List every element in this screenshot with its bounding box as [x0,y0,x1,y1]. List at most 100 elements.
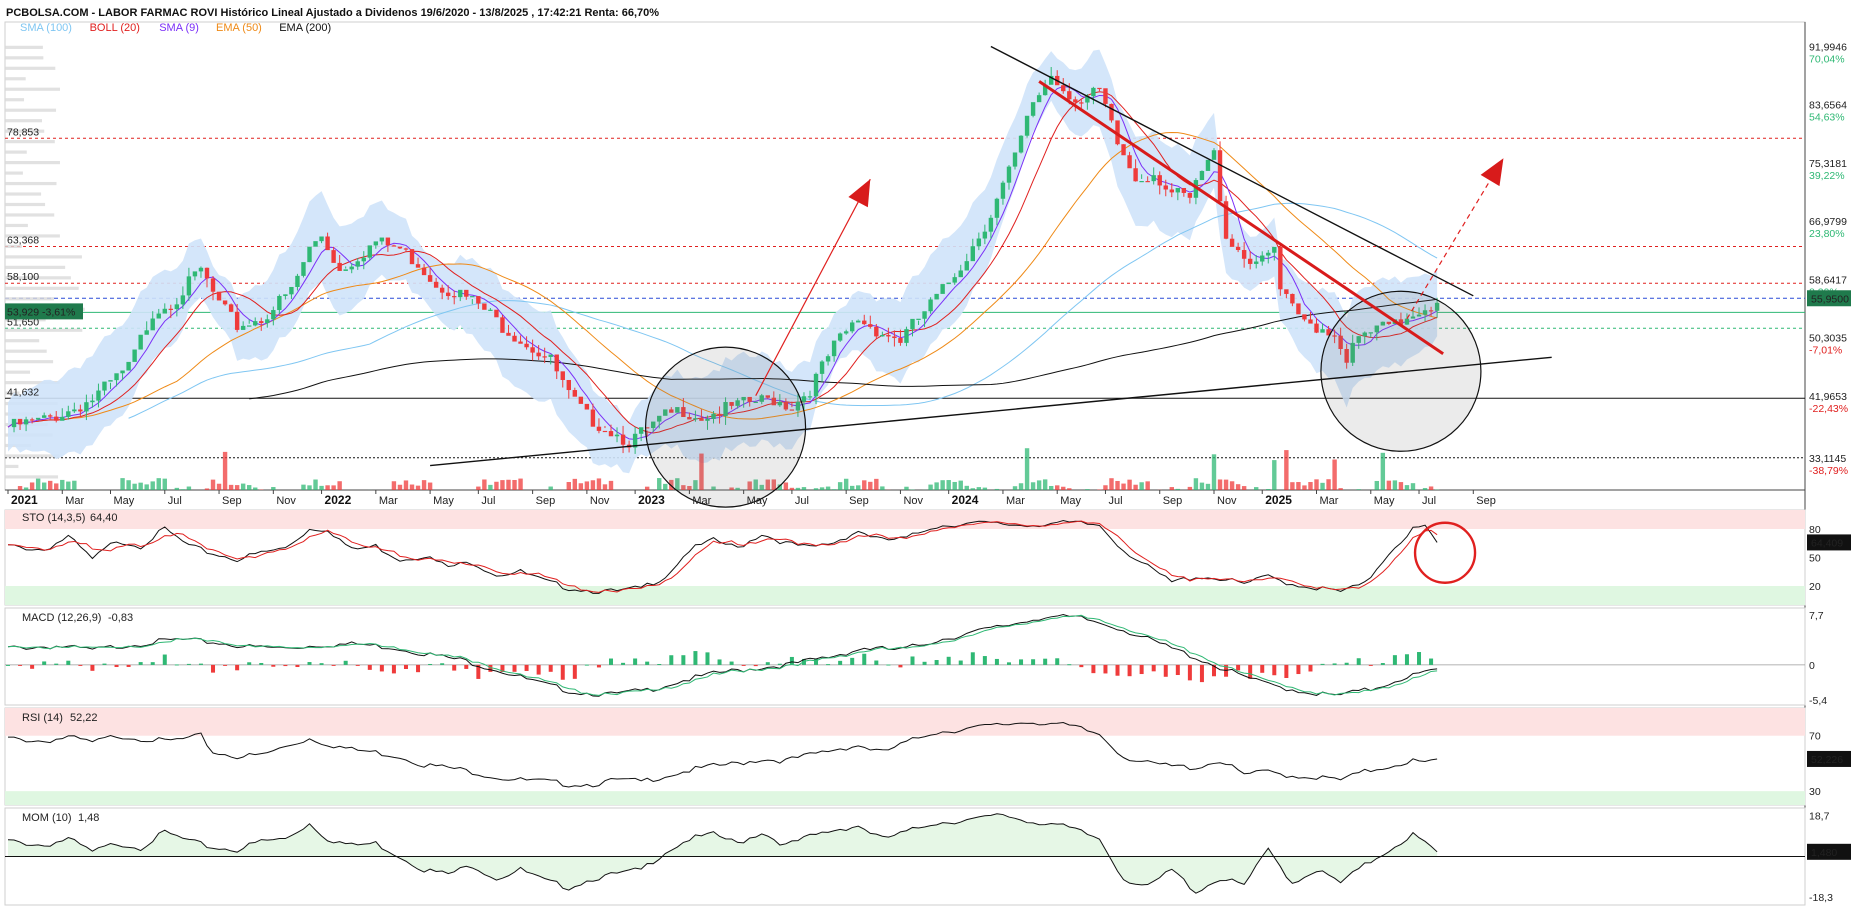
volume-profile-bar [5,244,22,249]
sto-level-label: 80 [1809,524,1821,536]
candle-body [843,331,849,334]
macd-value: -0,83 [108,612,133,624]
volume-profile-bar [5,161,60,165]
macd-histogram-bar [295,664,300,668]
rsi-label: RSI (14) [22,712,63,724]
candle-body [964,261,969,271]
macd-histogram-bar [741,664,746,666]
rsi-panel: 70 30 52,226 RSI (14) 52,22 [4,707,1851,806]
candle-body [1260,255,1265,262]
volume-bar [506,479,511,490]
candle-body [367,245,372,258]
volume-bar [48,480,53,490]
mom-value: 1,48 [78,812,99,824]
macd-histogram-bar [681,655,686,665]
volume-bar [409,484,415,490]
candle-body [415,264,421,268]
candle-body [518,341,523,344]
volume-bar [1386,480,1392,490]
candle-body [1193,180,1199,198]
macd-histogram-bar [922,661,927,665]
volume-bar [1042,479,1048,490]
macd-histogram-bar [874,660,879,665]
volume-bar [771,479,777,490]
mom-level-label: -18,3 [1809,892,1833,904]
volume-bar [952,481,957,490]
candle-body [1000,182,1006,199]
macd-histogram-bar [1320,663,1325,665]
volume-bar [850,485,855,490]
volume-bar [777,484,783,490]
volume-bar [1187,486,1193,490]
candle-body [765,395,770,398]
macd-histogram-bar [452,664,457,671]
sto-oversold-zone [5,586,1805,605]
candle-body [831,340,837,357]
volume-bar [681,485,686,490]
candle-body [11,418,17,428]
macd-level-label: -5,4 [1809,695,1827,707]
volume-bar [874,478,879,490]
volume-bar [228,484,234,490]
volume-bar [1422,488,1428,490]
candle-body [1362,332,1367,337]
left-level-label: 78,853 [7,126,39,138]
candle-body [940,284,945,294]
candle-body [120,370,125,374]
candle-body [1067,91,1072,100]
x-tick-label: Nov [1217,495,1237,507]
volume-bar [644,486,650,490]
macd-level-label: 0 [1809,660,1815,672]
candle-body [1434,302,1440,311]
left-level-label: 41,632 [7,386,39,398]
macd-histogram-bar [114,664,119,668]
candle-body [952,277,957,283]
x-axis: 2021 Mar May Jul Sep Nov 2022 Mar May Jul Sep Nov 20… [7,490,1496,507]
macd-histogram-bar [42,661,47,665]
volume-bar [1048,485,1054,490]
annotation-arrow-head [848,179,871,208]
candle-body [1356,336,1361,343]
candle-body [132,349,137,362]
candle-body [1374,325,1380,333]
volume-bar [657,478,662,490]
trendline [990,45,1474,297]
macd-histogram-bar [1055,658,1060,665]
candle-body [584,403,590,410]
volume-bar [23,487,29,490]
volume-bar [482,479,487,490]
volume-bar [240,483,246,490]
x-tick-label: Sep [536,495,556,507]
macd-histogram-bar [1006,662,1011,665]
mom-value-tag-label: 1,480 [1811,847,1837,859]
candle-body [391,245,397,247]
macd-histogram-bar [1272,664,1277,676]
volume-bar [856,485,861,490]
candle-body [289,286,294,295]
candle-body [1380,321,1386,326]
candle-body [1229,238,1235,247]
volume-bar [1332,459,1337,490]
volume-profile-bar [5,391,20,395]
volume-bar [572,478,578,490]
macd-histogram-bar [259,662,264,665]
candle-body [554,354,559,372]
volume-profile-bar [5,265,66,269]
volume-bar [590,480,596,490]
volume-bar [1235,484,1241,490]
y-tick-label: 50,3035 [1809,333,1847,345]
candle-body [1247,258,1253,264]
candle-body [566,379,571,391]
candle-body [1163,185,1168,190]
sto-overbought-zone [5,510,1805,529]
volume-bar [1211,454,1217,490]
candle-body [240,325,246,330]
volume-bar [970,488,975,490]
y-tick-pct: 70,04% [1809,53,1845,65]
candle-body [1272,246,1277,253]
volume-profile-bar [5,255,82,259]
macd-histogram-bar [211,664,216,673]
x-tick-label: Mar [1320,495,1339,507]
candle-body [355,261,360,267]
candle-body [1398,319,1404,325]
